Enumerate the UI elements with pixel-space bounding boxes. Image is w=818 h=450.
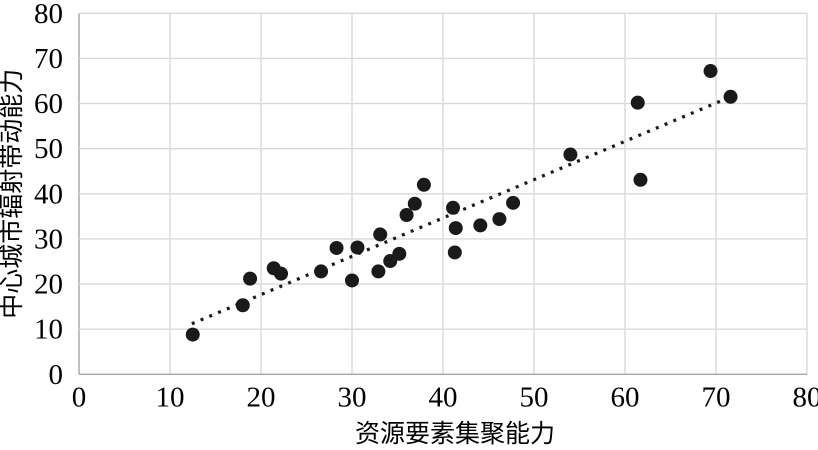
trend-line [191,98,724,326]
x-tick-label: 0 [72,381,87,413]
data-point [329,240,344,255]
data-point [373,227,388,242]
data-point [392,246,407,261]
data-point [492,212,507,227]
data-point [345,273,359,288]
y-tick-label: 30 [34,223,63,255]
data-point [630,95,645,110]
data-point [506,195,521,210]
data-point [235,298,250,313]
x-tick-label: 30 [338,381,367,413]
y-tick-label: 60 [34,88,63,120]
data-point [243,271,258,286]
data-point [399,208,414,223]
y-tick-label: 0 [49,359,64,391]
data-point [563,147,578,162]
data-point [350,240,365,255]
data-point [274,266,289,281]
y-tick-label: 80 [34,0,63,30]
y-tick-label: 50 [34,133,63,165]
x-axis-title: 资源要素集聚能力 [355,420,555,448]
y-axis-title: 中心城市辐射带动能力 [0,69,26,319]
data-point [185,327,200,342]
data-point [633,172,648,187]
y-tick-label: 70 [34,43,63,75]
data-point [473,218,488,233]
x-tick-label: 40 [429,381,458,413]
x-tick-label: 50 [520,381,549,413]
x-tick-label: 10 [156,381,185,413]
x-tick-label: 60 [611,381,640,413]
y-tick-label: 20 [34,269,63,301]
data-point [371,264,386,279]
data-point [407,196,422,211]
data-point [703,64,718,79]
data-point [448,221,463,236]
y-tick-label: 40 [34,178,63,210]
data-point [314,264,329,279]
data-point [723,89,738,104]
y-tick-label: 10 [34,314,63,346]
data-point [416,177,431,192]
data-point [447,245,462,260]
x-tick-label: 20 [247,381,276,413]
x-tick-label: 70 [702,381,731,413]
x-tick-label: 80 [793,381,818,413]
data-point [446,200,461,215]
